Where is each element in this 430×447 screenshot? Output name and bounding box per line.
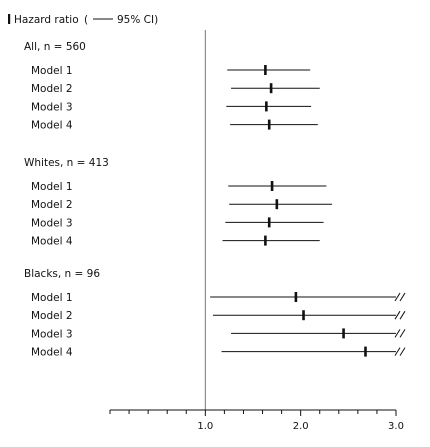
hr-marker xyxy=(342,328,345,339)
hr-marker xyxy=(264,235,267,246)
legend: Hazard ratio ( 95% CI) xyxy=(8,14,158,26)
row-label: Model 3 xyxy=(31,101,73,113)
row-label: Model 3 xyxy=(31,328,73,340)
x-tick-label: 3.0 xyxy=(388,421,404,432)
row-label: Model 1 xyxy=(31,65,73,77)
row-label: Model 4 xyxy=(31,120,73,132)
row-label: Model 2 xyxy=(31,310,73,322)
break-mark xyxy=(399,292,406,302)
x-tick-label: 2.0 xyxy=(293,421,309,432)
row-label: Model 2 xyxy=(31,83,73,95)
legend-open-paren: ( xyxy=(84,14,88,26)
row-label: Model 4 xyxy=(31,236,73,248)
hr-marker xyxy=(265,101,268,112)
break-mark xyxy=(399,329,406,338)
hr-marker xyxy=(267,119,271,130)
row-label: Model 1 xyxy=(31,292,73,304)
row-label: Model 4 xyxy=(31,347,73,359)
group-label: Blacks, n = 96 xyxy=(24,268,100,280)
hr-marker xyxy=(302,310,305,321)
break-mark xyxy=(394,292,401,302)
break-mark xyxy=(394,329,401,338)
group-label: Whites, n = 413 xyxy=(24,157,109,169)
row-label: Model 2 xyxy=(31,199,73,211)
legend-ci-label: 95% CI) xyxy=(117,14,158,26)
legend-hr-label: Hazard ratio xyxy=(14,14,79,26)
group-label: All, n = 560 xyxy=(24,41,86,53)
hr-marker xyxy=(264,65,267,75)
break-mark xyxy=(399,347,406,356)
x-tick-label: 1.0 xyxy=(197,421,213,432)
break-mark xyxy=(394,310,401,320)
hr-marker xyxy=(275,199,279,210)
break-mark xyxy=(394,347,401,356)
rows: All, n = 560 Model 1 Model 2 Model 3 Model 4… xyxy=(24,30,406,410)
row-label: Model 1 xyxy=(31,181,73,193)
x-axis: 1.0 2.0 3.0 xyxy=(109,409,404,432)
hr-marker xyxy=(267,217,271,228)
hr-marker xyxy=(294,292,298,302)
hr-marker xyxy=(364,346,367,357)
row-label: Model 3 xyxy=(31,217,73,229)
hr-marker xyxy=(270,181,274,191)
hr-marker xyxy=(269,83,273,94)
break-mark xyxy=(399,310,406,320)
legend-hr-marker xyxy=(8,14,11,24)
